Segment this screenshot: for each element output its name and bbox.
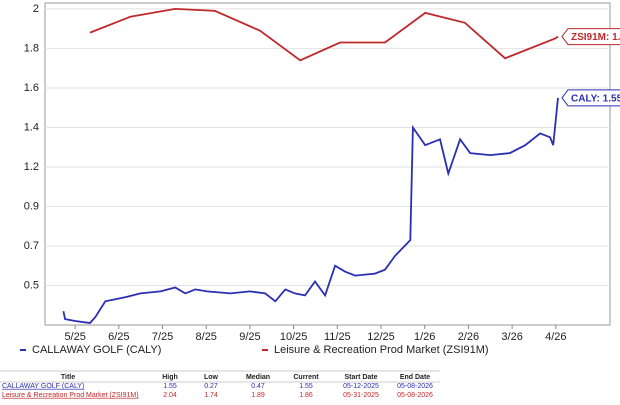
table-cell: 05-12-2025 — [343, 383, 379, 390]
table-cell: CALLAWAY GOLF (CALY) — [2, 383, 84, 390]
legend-label: Leisure & Recreation Prod Market (ZSI91M… — [274, 344, 489, 356]
x-tick-label: 9/25 — [239, 331, 260, 343]
x-tick-label: 10/25 — [280, 331, 308, 343]
y-tick-label: 1.2 — [24, 161, 39, 173]
x-tick-label: 6/25 — [108, 331, 129, 343]
end-label: ZSI91M: 1.86 — [571, 32, 620, 43]
table-header: End Date — [400, 374, 430, 381]
y-tick-label: 0.9 — [24, 200, 39, 212]
table-header: Median — [246, 374, 270, 381]
table-cell: 1.55 — [163, 383, 177, 390]
table-cell: 1.55 — [299, 383, 313, 390]
x-tick-label: 8/25 — [196, 331, 217, 343]
table-cell: 05-08-2026 — [397, 392, 433, 399]
y-tick-label: 1.6 — [24, 82, 39, 94]
table-header: Current — [293, 374, 319, 381]
plot-area — [44, 2, 611, 326]
end-label-box — [561, 89, 620, 107]
x-tick-label: 4/26 — [545, 331, 566, 343]
line — [89, 7, 559, 62]
y-tick-label: 0.7 — [24, 240, 39, 252]
table-header: Start Date — [344, 374, 377, 381]
end-label-box — [561, 28, 620, 46]
table-cell: Leisure & Recreation Prod Market (ZSI91M… — [2, 392, 139, 399]
table-header: High — [162, 374, 178, 381]
table-cell: 05-31-2025 — [343, 392, 379, 399]
end-label: CALY: 1.55 — [571, 93, 620, 104]
y-tick-label: 2 — [33, 3, 39, 15]
x-tick-label: 11/25 — [324, 331, 351, 343]
table-cell: 1.89 — [251, 392, 265, 399]
y-tick-label: 1.4 — [24, 121, 39, 133]
table-header: Title — [61, 374, 75, 381]
x-tick-label: 2/26 — [458, 331, 479, 343]
legend-label: CALLAWAY GOLF (CALY) — [32, 344, 161, 356]
table-cell: 05-08-2026 — [397, 383, 433, 390]
x-tick-label: 7/25 — [152, 331, 173, 343]
table-cell: 1.74 — [204, 392, 218, 399]
line — [62, 97, 559, 324]
table-header: Low — [204, 374, 219, 381]
table-cell: 0.47 — [251, 383, 265, 390]
x-tick-label: 5/25 — [64, 331, 85, 343]
y-tick-label: 0.5 — [24, 279, 39, 291]
table-cell: 1.86 — [299, 392, 313, 399]
x-tick-label: 1/26 — [414, 331, 435, 343]
x-tick-label: 3/26 — [501, 331, 522, 343]
table-cell: 2.04 — [163, 392, 177, 399]
x-tick-label: 12/25 — [367, 331, 395, 343]
table-cell: 0.27 — [204, 383, 218, 390]
y-tick-label: 1.8 — [24, 42, 39, 54]
